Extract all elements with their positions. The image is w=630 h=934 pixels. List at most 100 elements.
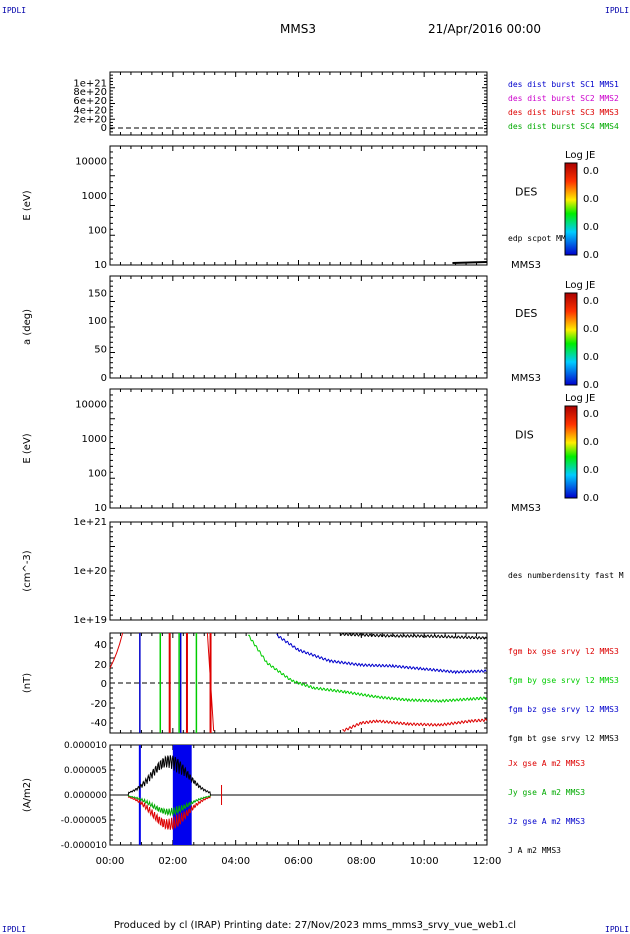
current-trace	[110, 794, 487, 817]
colorbar-tick-label: 0.0	[583, 166, 599, 177]
bx-early-segment	[109, 632, 124, 669]
colorbar	[564, 162, 578, 256]
overlay-label: edp scpot MMS3	[508, 234, 576, 243]
colorbar-tick-label: 0.0	[583, 465, 599, 476]
y-axis-label: E (eV)	[22, 190, 33, 220]
legend-entry: fgm bx gse srvy l2 MMS3	[508, 647, 619, 656]
colorbar-tick-label: 0.0	[583, 296, 599, 307]
colorbar-tick-label: 0.0	[583, 250, 599, 261]
y-tick-label: 100	[88, 316, 107, 327]
spacecraft-label: MMS3	[511, 503, 541, 514]
y-tick-label: 150	[88, 288, 107, 299]
x-tick-label: 02:00	[158, 856, 187, 867]
y-tick-label: 10	[94, 503, 107, 514]
colorbar-tick-label: 0.0	[583, 380, 599, 391]
legend-entry: des numberdensity fast M	[508, 571, 624, 580]
instrument-label: DES	[515, 307, 537, 320]
y-tick-label: 0	[101, 123, 107, 134]
corner-label-top-right: IPDLI	[605, 6, 630, 15]
legend-entry: Jy gse A m2 MMS3	[508, 788, 585, 797]
y-tick-label: -0.000005	[61, 816, 107, 826]
panel-frame-des_pitch	[109, 275, 488, 379]
corner-label-bottom-right: IPDLI	[605, 925, 630, 934]
y-axis-label: (A/m2)	[22, 778, 33, 812]
colorbar-tick-label: 0.0	[583, 324, 599, 335]
y-tick-label: 8e+20	[73, 87, 107, 98]
x-tick-label: 06:00	[284, 856, 313, 867]
jz-burst-block	[172, 745, 192, 845]
colorbar-tick-label: 0.0	[583, 194, 599, 205]
series-fgm-bz-gse-srvy-l2-MMS3	[276, 633, 487, 675]
y-axis-label: E (eV)	[22, 433, 33, 463]
x-tick-label: 12:00	[473, 856, 502, 867]
y-tick-label: 4e+20	[73, 105, 107, 116]
colorbar-tick-label: 0.0	[583, 409, 599, 420]
x-tick-label: 08:00	[347, 856, 376, 867]
legend-entry: des dist burst SC4 MMS4	[508, 122, 619, 131]
y-axis-label: a (deg)	[22, 309, 33, 345]
y-tick-label: 1e+19	[73, 615, 107, 626]
y-tick-label: 1000	[82, 434, 107, 445]
colorbar	[564, 405, 578, 499]
y-tick-label: 0.000010	[64, 741, 107, 751]
corner-label-bottom-left: IPDLI	[2, 925, 27, 934]
y-tick-label: 1000	[82, 191, 107, 202]
current-trace	[110, 755, 487, 796]
y-tick-label: 0	[101, 679, 107, 690]
colorbar-title: Log JE	[565, 393, 595, 404]
panel-frame-dis_energy	[109, 388, 488, 509]
y-tick-label: 0	[101, 373, 107, 384]
colorbar-tick-label: 0.0	[583, 222, 599, 233]
y-tick-label: 10000	[75, 399, 107, 410]
series-fgm-by-gse-srvy-l2-MMS3	[247, 634, 488, 703]
y-tick-label: 100	[88, 225, 107, 236]
legend-entry: des dist burst SC3 MMS3	[508, 108, 619, 117]
panel-frame-des_energy	[109, 145, 488, 266]
y-axis-label: (cm^-3)	[22, 550, 33, 591]
legend-entry: fgm bz gse srvy l2 MMS3	[508, 705, 619, 714]
instrument-label: DES	[515, 186, 537, 199]
y-tick-label: 100	[88, 468, 107, 479]
y-tick-label: 10	[94, 260, 107, 271]
spacecraft-label: MMS3	[511, 260, 541, 271]
panel-frame-dist	[109, 71, 488, 136]
y-tick-label: 2e+20	[73, 114, 107, 125]
series-fgm-bt-gse-srvy-l2-MMS3	[339, 632, 487, 640]
instrument-label: DIS	[515, 429, 534, 442]
legend-entry: Jx gse A m2 MMS3	[508, 759, 585, 768]
legend-entry: des dist burst SC2 MMS2	[508, 94, 619, 103]
spacecraft-label: MMS3	[511, 373, 541, 384]
x-tick-label: 00:00	[96, 856, 125, 867]
x-tick-label: 04:00	[221, 856, 250, 867]
y-tick-label: 1e+21	[73, 517, 107, 528]
legend-entry: fgm bt gse srvy l2 MMS3	[508, 734, 619, 743]
panel-frame-density	[109, 521, 488, 621]
mission-title: MMS3	[280, 22, 316, 36]
y-tick-label: -0.000010	[61, 841, 107, 851]
y-tick-label: 10000	[75, 156, 107, 167]
y-tick-label: 20	[94, 660, 107, 671]
legend-entry: Jz gse A m2 MMS3	[508, 817, 585, 826]
series-fgm-bx-gse-srvy-l2-MMS3	[342, 718, 488, 732]
legend-entry: des dist burst SC1 MMS1	[508, 80, 619, 89]
x-tick-label: 10:00	[410, 856, 439, 867]
y-tick-label: 0.000000	[64, 791, 107, 801]
y-tick-label: 6e+20	[73, 96, 107, 107]
scpot-trace	[452, 261, 488, 264]
legend-entry: fgm by gse srvy l2 MMS3	[508, 676, 619, 685]
corner-label-top-left: IPDLI	[2, 6, 27, 15]
y-tick-label: -20	[91, 699, 107, 710]
colorbar	[564, 292, 578, 386]
date-title: 21/Apr/2016 00:00	[428, 22, 542, 36]
y-tick-label: 0.000005	[64, 766, 107, 776]
y-tick-label: 40	[94, 640, 107, 651]
y-tick-label: -40	[91, 718, 107, 729]
colorbar-title: Log JE	[565, 150, 595, 161]
footer-credit: Produced by cl (IRAP) Printing date: 27/…	[113, 920, 517, 931]
y-tick-label: 1e+21	[73, 78, 107, 89]
y-tick-label: 1e+20	[73, 566, 107, 577]
y-axis-label: (nT)	[22, 673, 33, 693]
y-tick-label: 50	[94, 344, 107, 355]
